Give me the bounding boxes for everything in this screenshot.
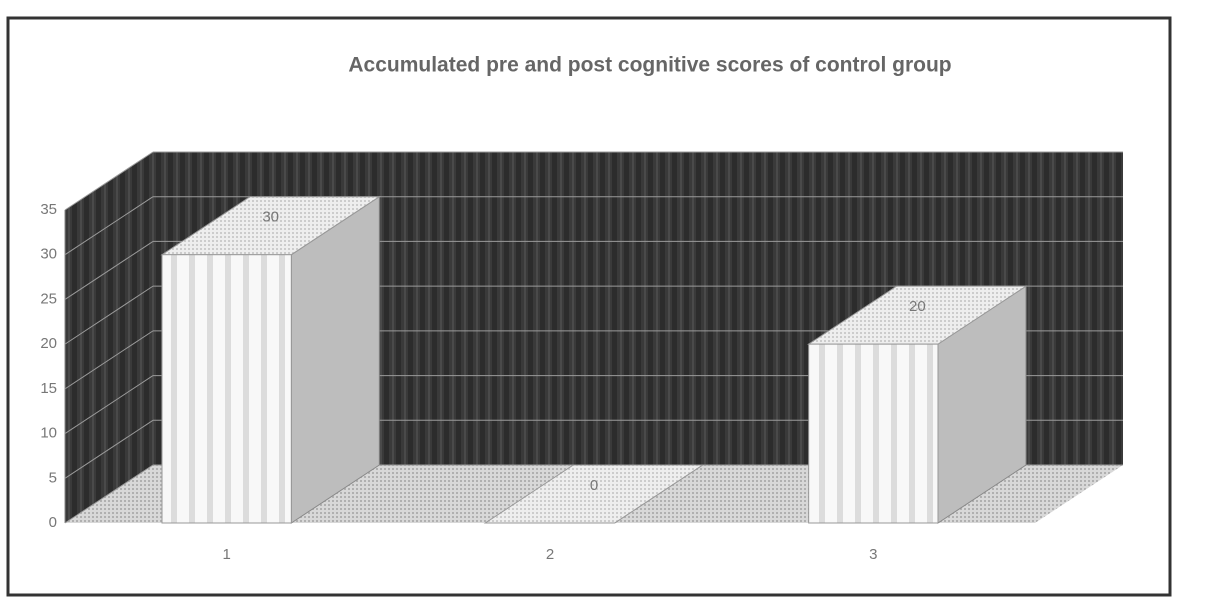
chart-title: Accumulated pre and post cognitive score… xyxy=(348,54,951,77)
grid-line xyxy=(64,151,154,211)
grid-line xyxy=(64,241,154,300)
x-tick-label: 1 xyxy=(222,546,230,563)
y-tick-label: 5 xyxy=(49,469,57,486)
x-tick-label: 3 xyxy=(869,546,877,563)
bar xyxy=(161,254,292,524)
y-tick-label: 0 xyxy=(49,514,57,531)
x-tick-label: 2 xyxy=(546,546,554,563)
side-wall xyxy=(65,152,153,523)
y-tick-label: 15 xyxy=(40,380,57,397)
data-label: 20 xyxy=(909,298,926,315)
y-tick-label: 35 xyxy=(40,201,57,218)
data-label: 0 xyxy=(590,477,598,494)
grid-line xyxy=(64,196,154,256)
data-label: 30 xyxy=(262,209,279,226)
y-tick-label: 30 xyxy=(40,246,57,263)
y-tick-label: 10 xyxy=(40,425,57,442)
grid-line xyxy=(64,464,154,524)
y-tick-label: 20 xyxy=(40,335,57,352)
bar xyxy=(808,343,939,524)
bar-top xyxy=(483,464,705,524)
y-tick-label: 25 xyxy=(40,290,57,307)
grid-line xyxy=(64,419,154,479)
grid-line xyxy=(64,375,154,434)
grid-line xyxy=(64,285,154,345)
grid-line xyxy=(64,330,154,390)
